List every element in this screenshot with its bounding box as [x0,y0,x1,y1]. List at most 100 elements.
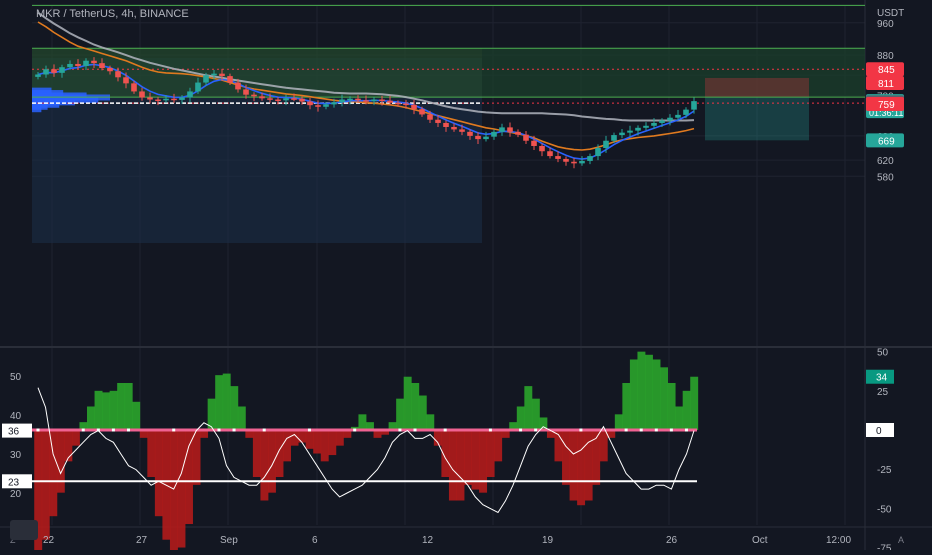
candle-body [491,131,497,137]
candle-body [99,63,105,69]
histogram-bar [94,390,103,430]
histogram-bar [531,398,540,430]
histogram-bar [147,430,156,478]
candle-body [75,63,81,66]
candle-body [147,97,153,100]
candle-body [139,91,145,98]
osc-right-tick: -75 [877,544,892,550]
candle-body [203,75,209,83]
candle-body [411,104,417,110]
candle-body [211,73,217,76]
histogram-bar [260,430,269,501]
osc-left-tag [2,423,32,438]
candle-body [387,100,393,103]
candle-body [627,130,633,133]
resistance-zone [482,48,865,98]
price-tag-label: 811 [878,79,894,90]
x-tick-label: 22 [43,535,55,546]
osc-left-tick: 30 [10,450,22,461]
stop-zone [705,77,809,98]
histogram-bar [328,430,337,456]
candle-body [427,114,433,120]
candle-body [171,98,177,101]
histogram-bar [252,430,261,478]
y-tick-label: 620 [877,156,894,167]
zero-marker [639,428,643,432]
currency-label: USDT [877,8,904,19]
histogram-bar [682,390,691,430]
candle-body [675,114,681,118]
histogram-bar [343,430,352,438]
price-tag [866,133,904,148]
x-tick-label: 27 [136,535,148,546]
histogram-bar [109,390,118,430]
histogram-bar [154,430,163,517]
candle-body [347,98,353,101]
histogram-bar [388,422,397,430]
histogram-bar [222,373,231,430]
candle-body [667,117,673,121]
histogram-bar [592,430,601,485]
candle-body [451,126,457,130]
histogram-bar [486,430,495,478]
histogram-bar [275,430,284,478]
zero-marker [353,428,357,432]
zero-marker [217,428,221,432]
histogram-bar [102,392,111,430]
candle-body [235,82,241,90]
histogram-bar [366,422,374,430]
candle-body [291,98,297,100]
histogram-bar [350,426,359,430]
zero-marker [579,428,583,432]
candle-body [579,160,585,164]
histogram-bar [448,430,457,501]
histogram-bar [132,401,141,430]
histogram-bar [215,375,224,430]
histogram-bar [177,430,186,548]
candle-body [467,131,473,136]
candle-body [435,119,441,123]
histogram-bar [426,414,435,430]
y-tick-label: 960 [877,19,894,30]
zero-marker [654,428,658,432]
histogram-bar [200,430,209,438]
histogram-bar [335,430,344,446]
candle-body [219,73,225,77]
histogram-bar [49,430,58,517]
histogram-bar [584,430,593,501]
osc-right-tick: 25 [877,387,889,398]
y-tick-label: 580 [877,172,894,183]
histogram-bar [267,430,276,493]
candle-body [43,69,49,75]
histogram-bar [644,354,653,430]
histogram-bar [599,430,608,462]
candle-body [691,101,697,110]
candle-body [227,76,233,83]
osc-left-tag-label: 23 [8,477,20,488]
histogram-bar [403,376,412,430]
target-zone [705,97,809,141]
price-tag-label: 669 [878,136,895,147]
candle-body [507,127,513,132]
osc-left-tick: 20 [10,489,22,500]
x-tick-label: 12:00 [826,535,851,546]
histogram-bar [245,430,254,438]
osc-right-tick: -25 [877,465,892,476]
histogram-bar [441,430,450,478]
candle-body [587,156,593,161]
histogram-bar [71,430,80,446]
histogram-bar [320,430,329,462]
histogram-bar [479,430,488,493]
histogram-bar [79,422,88,430]
candle-body [539,145,545,152]
histogram-bar [637,351,646,430]
tradingview-logo-icon[interactable] [10,520,38,540]
histogram-bar [192,430,201,485]
horizontal-levels [32,4,865,104]
candle-body [459,129,465,132]
x-tick-label: Sep [220,535,238,546]
price-tag [866,75,904,90]
osc-left-tick: 50 [10,372,22,383]
candle-body [59,67,65,73]
